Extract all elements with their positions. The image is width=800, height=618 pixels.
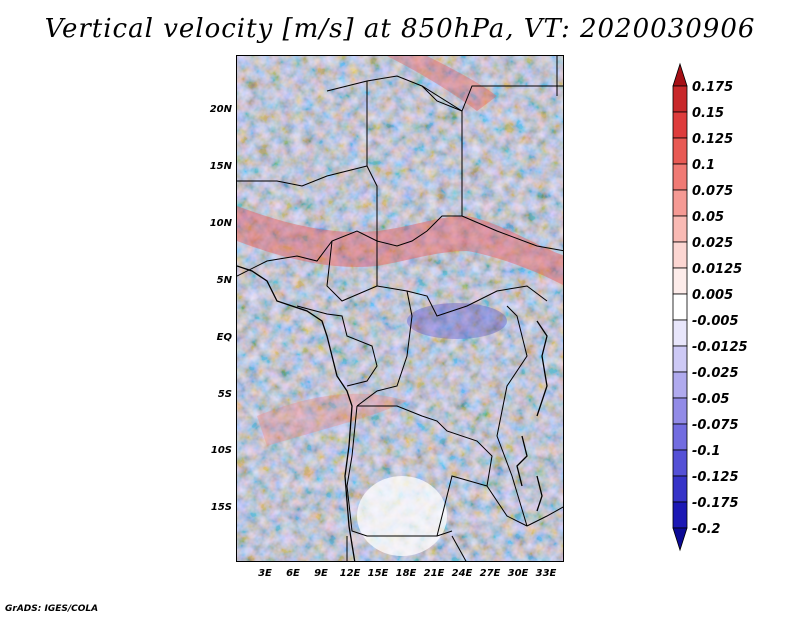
country-borders bbox=[237, 56, 563, 561]
colorbar-segment-13 bbox=[672, 397, 688, 425]
colorbar-segment-3 bbox=[672, 137, 688, 165]
north-red-band bbox=[387, 56, 497, 111]
colorbar-segment-16 bbox=[672, 475, 688, 503]
sudan-ethiopia-border bbox=[461, 215, 563, 252]
car-drc-border bbox=[376, 241, 548, 317]
colorbar-segment-7 bbox=[672, 241, 688, 269]
lat-label-10n: 10N bbox=[209, 218, 232, 229]
colorbar-label-9: -0.005 bbox=[692, 314, 739, 329]
colorbar-segment-10 bbox=[672, 319, 688, 347]
lon-label-30e: 30E bbox=[507, 568, 529, 579]
egypt-south-border bbox=[461, 85, 563, 112]
south-red-patch bbox=[257, 393, 407, 446]
colorbar-segment-5 bbox=[672, 189, 688, 217]
colorbar-label-7: 0.0125 bbox=[692, 262, 743, 277]
congo-drc-border bbox=[356, 290, 413, 407]
colorbar-segment-12 bbox=[672, 371, 688, 399]
west-coast bbox=[237, 265, 356, 561]
colorbar-segment-2 bbox=[672, 111, 688, 139]
colorbar-label-14: -0.1 bbox=[692, 444, 721, 459]
lon-label-15e: 15E bbox=[367, 568, 389, 579]
colorbar-segment-4 bbox=[672, 163, 688, 191]
colorbar-label-6: 0.025 bbox=[692, 236, 734, 251]
colorbar-segment-9 bbox=[672, 293, 688, 321]
lon-label-6e: 6E bbox=[286, 568, 300, 579]
colorbar-label-13: -0.075 bbox=[692, 418, 739, 433]
chart-title: Vertical velocity [m/s] at 850hPa, VT: 2… bbox=[44, 14, 756, 44]
lat-label-5s: 5S bbox=[217, 389, 232, 400]
colorbar-segment-18 bbox=[672, 527, 688, 552]
chad-west-border bbox=[366, 81, 378, 241]
gabon-congo-border bbox=[296, 305, 378, 387]
botswana-border bbox=[451, 535, 467, 561]
colorbar-label-11: -0.025 bbox=[692, 366, 739, 381]
mozambique-border bbox=[526, 506, 563, 527]
velocity-field-map bbox=[237, 56, 563, 561]
lake-victoria-shore bbox=[536, 320, 548, 417]
colorbar-segment-0 bbox=[672, 62, 688, 87]
lon-label-12e: 12E bbox=[339, 568, 361, 579]
grads-credit: GrADS: IGES/COLA bbox=[5, 604, 99, 614]
colorbar-label-8: 0.005 bbox=[692, 288, 734, 303]
lat-label-20n: 20N bbox=[209, 104, 232, 115]
colorbar-segment-14 bbox=[672, 423, 688, 451]
sahel-borders bbox=[237, 75, 463, 277]
colorbar-label-4: 0.075 bbox=[692, 184, 734, 199]
south-white-patch bbox=[357, 476, 447, 556]
lon-label-33e: 33E bbox=[535, 568, 557, 579]
colorbar-label-0: 0.175 bbox=[692, 80, 734, 95]
lat-label-10s: 10S bbox=[210, 445, 232, 456]
map-panel bbox=[236, 55, 564, 562]
lake-tanganyika-shore bbox=[516, 435, 528, 487]
niger-border bbox=[237, 165, 368, 187]
colorbar-segment-15 bbox=[672, 449, 688, 477]
colorbar-segment-1 bbox=[672, 85, 688, 113]
colorbar-label-17: -0.2 bbox=[692, 522, 721, 537]
colorbar-label-2: 0.125 bbox=[692, 132, 734, 147]
colorbar-segment-6 bbox=[672, 215, 688, 243]
colorbar-segments bbox=[672, 62, 688, 552]
colorbar-segment-8 bbox=[672, 267, 688, 295]
coastline bbox=[237, 265, 548, 561]
colorbar-label-16: -0.175 bbox=[692, 496, 739, 511]
east-blue-patch bbox=[407, 303, 507, 339]
lon-label-9e: 9E bbox=[314, 568, 328, 579]
east-africa-border bbox=[496, 305, 528, 527]
colorbar-label-12: -0.05 bbox=[692, 392, 730, 407]
zambia-border bbox=[436, 475, 488, 537]
lat-label-eq: EQ bbox=[216, 332, 232, 343]
colorbar-segment-17 bbox=[672, 501, 688, 529]
colorbar bbox=[672, 62, 688, 552]
colorbar-label-15: -0.125 bbox=[692, 470, 739, 485]
lake-malawi-shore bbox=[536, 475, 543, 512]
lon-label-24e: 24E bbox=[451, 568, 473, 579]
angola-drc-border bbox=[357, 405, 528, 527]
lat-label-5n: 5N bbox=[216, 275, 232, 286]
lon-label-18e: 18E bbox=[395, 568, 417, 579]
cameroon-border bbox=[326, 240, 378, 302]
lat-label-15s: 15S bbox=[210, 502, 232, 513]
lon-label-27e: 27E bbox=[479, 568, 501, 579]
colorbar-label-10: -0.0125 bbox=[692, 340, 748, 355]
colorbar-segment-11 bbox=[672, 345, 688, 373]
colorbar-label-5: 0.05 bbox=[692, 210, 725, 225]
libya-egypt-border bbox=[421, 85, 463, 112]
colorbar-label-1: 0.15 bbox=[692, 106, 725, 121]
lat-label-15n: 15N bbox=[209, 161, 232, 172]
colorbar-label-3: 0.1 bbox=[692, 158, 716, 173]
lon-label-3e: 3E bbox=[258, 568, 272, 579]
lon-label-21e: 21E bbox=[423, 568, 445, 579]
